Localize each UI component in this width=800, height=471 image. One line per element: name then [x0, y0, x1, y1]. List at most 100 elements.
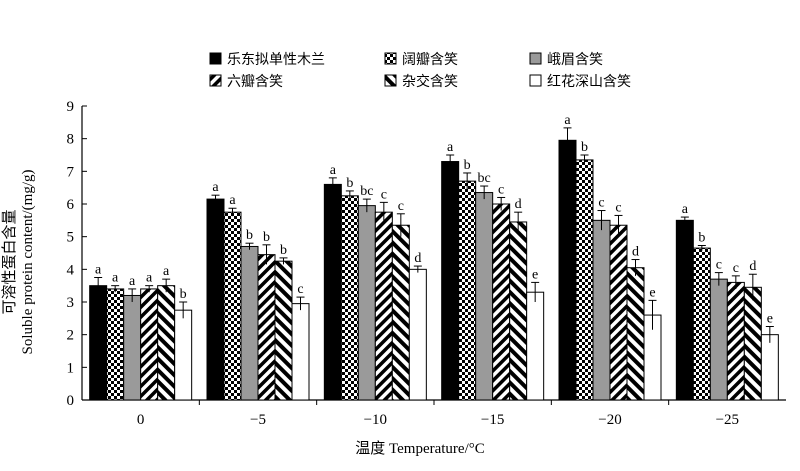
x-tick-label: −25	[716, 412, 739, 428]
y-tick-label: 8	[67, 132, 75, 148]
significance-label: a	[564, 113, 571, 128]
significance-label: a	[330, 163, 337, 178]
bar	[257, 254, 276, 401]
x-axis-title: 温度 Temperature/°C	[355, 440, 485, 457]
y-tick-label: 7	[67, 164, 75, 180]
y-tick-label: 5	[67, 230, 75, 246]
x-tick-label: −5	[250, 412, 266, 428]
bar	[140, 288, 159, 401]
bar	[340, 195, 359, 401]
bar	[592, 219, 611, 401]
legend-swatch	[529, 74, 542, 87]
significance-label: c	[381, 187, 387, 202]
significance-label: d	[414, 251, 421, 266]
bar	[575, 159, 594, 401]
x-tick-label: −15	[481, 412, 504, 428]
y-tick-label: 1	[67, 360, 75, 376]
significance-label: c	[598, 196, 604, 211]
significance-label: a	[682, 202, 689, 217]
bar	[726, 281, 745, 401]
significance-label: a	[95, 263, 102, 278]
legend-label: 乐东拟单性木兰	[227, 52, 325, 68]
bar	[357, 205, 376, 401]
x-tick-label: −10	[364, 412, 387, 428]
significance-label: a	[129, 274, 136, 289]
y-tick-label: 3	[67, 295, 75, 311]
bar	[206, 198, 225, 401]
bar	[692, 247, 711, 401]
y-axis-title-cn: 可溶性蛋白含量	[1, 209, 18, 314]
y-tick-label: 2	[67, 328, 75, 344]
bar	[760, 334, 779, 401]
y-tick-label: 4	[67, 262, 75, 278]
significance-label: b	[581, 140, 588, 155]
bar	[626, 267, 645, 401]
legend-swatch	[529, 52, 542, 65]
bar	[408, 268, 427, 401]
bar	[123, 294, 142, 401]
bar	[323, 183, 342, 401]
legend-label: 六瓣含笑	[227, 74, 283, 90]
legend-label: 杂交含笑	[402, 73, 458, 90]
significance-label: e	[532, 267, 538, 282]
significance-label: d	[515, 197, 522, 212]
y-tick-label: 0	[67, 393, 75, 409]
significance-label: a	[163, 264, 170, 279]
significance-label: d	[632, 245, 639, 260]
significance-label: bc	[478, 171, 491, 186]
legend-label: 红花深山含笑	[547, 74, 631, 90]
significance-label: c	[615, 200, 621, 215]
significance-label: d	[749, 259, 756, 274]
bar	[274, 260, 293, 401]
bar	[492, 203, 511, 401]
legend-swatch	[209, 52, 222, 65]
y-tick-label: 6	[67, 197, 75, 213]
significance-label: c	[716, 258, 722, 273]
bar	[391, 224, 410, 401]
bar	[675, 219, 694, 401]
y-axis-title-en: Soluble protein content/(mg/g)	[20, 170, 36, 355]
significance-label: c	[733, 261, 739, 276]
significance-label: c	[398, 199, 404, 214]
bar	[509, 221, 528, 401]
bar	[709, 278, 728, 401]
bar	[89, 285, 108, 401]
significance-label: c	[498, 182, 504, 197]
legend-swatch	[384, 74, 397, 87]
legend-swatch	[209, 74, 222, 87]
significance-label: a	[112, 271, 119, 286]
bar	[458, 180, 477, 401]
significance-label: e	[649, 285, 655, 300]
x-tick-label: −20	[598, 412, 621, 428]
bar	[106, 288, 125, 401]
legend-label: 峨眉含笑	[547, 52, 603, 68]
bar	[240, 245, 259, 401]
bar	[609, 224, 628, 401]
significance-label: b	[263, 230, 270, 245]
bar	[374, 211, 393, 401]
significance-label: a	[229, 193, 236, 208]
bar	[475, 192, 494, 401]
y-tick-label: 9	[67, 99, 75, 115]
significance-label: b	[246, 228, 253, 243]
significance-label: e	[767, 312, 773, 327]
bar	[526, 291, 545, 401]
bar	[174, 309, 193, 401]
significance-label: b	[464, 158, 471, 173]
bar	[223, 211, 242, 401]
bar	[558, 139, 577, 401]
legend-label: 阔瓣含笑	[402, 52, 458, 68]
significance-label: a	[146, 271, 153, 286]
significance-label: b	[346, 176, 353, 191]
legend-swatch	[384, 52, 397, 65]
significance-label: b	[280, 243, 287, 258]
significance-label: bc	[360, 184, 373, 199]
x-tick-label: 0	[137, 412, 145, 428]
significance-label: b	[180, 287, 187, 302]
bar	[291, 303, 310, 401]
bar	[157, 285, 176, 401]
significance-label: a	[447, 140, 454, 155]
bar	[441, 161, 460, 401]
